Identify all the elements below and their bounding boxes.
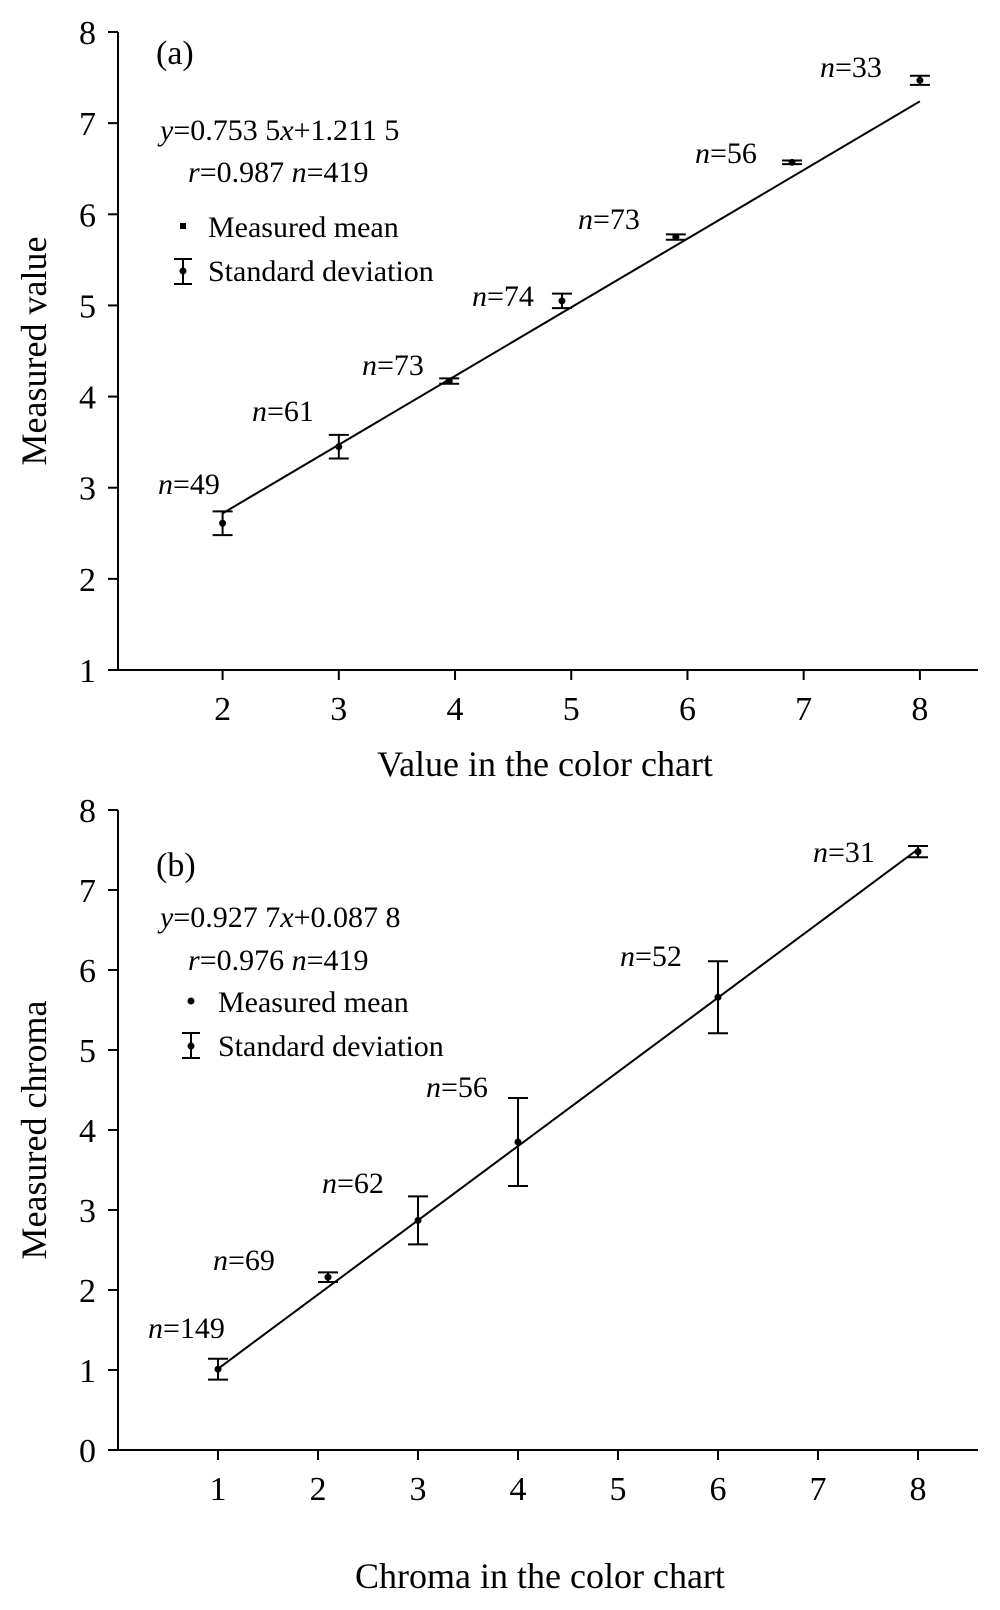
sample-size-label: n=74 bbox=[472, 280, 534, 313]
y-tick-label: 6 bbox=[79, 197, 96, 234]
panel-label: (a) bbox=[156, 35, 194, 72]
legend-sd-dot bbox=[187, 1042, 195, 1050]
y-axis-label: Measured chroma bbox=[14, 1001, 54, 1260]
data-point bbox=[558, 297, 566, 305]
x-axis-ticks: 2 3 4 5 6 7 8 bbox=[214, 670, 928, 728]
data-point bbox=[219, 519, 227, 527]
x-tick-label: 4 bbox=[447, 691, 464, 728]
y-axis-ticks: 0 1 2 3 4 5 6 7 8 bbox=[79, 793, 118, 1470]
sample-size-label: n=56 bbox=[426, 1071, 488, 1104]
data-point bbox=[788, 158, 796, 166]
data-point bbox=[916, 76, 924, 84]
sample-size-label: n=31 bbox=[813, 836, 875, 869]
legend-mean-marker bbox=[187, 997, 195, 1005]
y-tick-label: 0 bbox=[79, 1433, 96, 1470]
y-tick-label: 7 bbox=[79, 106, 96, 143]
correlation-stats: r=0.976 n=419 bbox=[188, 944, 369, 977]
chart-panel-b: 1 2 3 4 5 6 7 8 0 1 2 3 4 5 6 7 8 n=149 n=69 n=62 n=56 n=52… bbox=[14, 793, 978, 1596]
sample-size-label: n=56 bbox=[695, 137, 757, 170]
data-point bbox=[714, 993, 722, 1001]
y-tick-label: 4 bbox=[79, 380, 96, 417]
x-axis-ticks: 1 2 3 4 5 6 7 8 bbox=[210, 1450, 927, 1508]
x-tick-label: 5 bbox=[563, 691, 580, 728]
y-tick-label: 4 bbox=[79, 1113, 96, 1150]
legend-mean-label: Measured mean bbox=[218, 986, 409, 1019]
legend-sd-label: Standard deviation bbox=[208, 255, 434, 288]
y-tick-label: 2 bbox=[79, 1273, 96, 1310]
legend-mean-marker bbox=[180, 223, 186, 229]
legend: Measured mean Standard deviation bbox=[174, 211, 434, 288]
sample-size-label: n=62 bbox=[322, 1167, 384, 1200]
data-point bbox=[914, 848, 922, 856]
legend-mean-label: Measured mean bbox=[208, 211, 399, 244]
sample-size-label: n=73 bbox=[362, 349, 424, 382]
x-tick-label: 1 bbox=[210, 1471, 227, 1508]
data-point bbox=[335, 443, 343, 451]
y-tick-label: 2 bbox=[79, 562, 96, 599]
x-tick-label: 7 bbox=[810, 1471, 827, 1508]
x-axis-label: Value in the color chart bbox=[377, 744, 713, 784]
sample-size-label: n=49 bbox=[158, 468, 220, 501]
x-tick-label: 4 bbox=[510, 1471, 527, 1508]
data-point bbox=[672, 233, 680, 241]
y-axis-ticks: 1 2 3 4 5 6 7 8 bbox=[79, 15, 118, 690]
correlation-stats: r=0.987 n=419 bbox=[188, 156, 369, 189]
y-tick-label: 3 bbox=[79, 1193, 96, 1230]
legend: Measured mean Standard deviation bbox=[182, 986, 444, 1063]
x-tick-label: 8 bbox=[911, 691, 928, 728]
x-tick-label: 6 bbox=[679, 691, 696, 728]
y-tick-label: 8 bbox=[79, 793, 96, 830]
data-point bbox=[214, 1365, 222, 1373]
y-tick-label: 8 bbox=[79, 15, 96, 52]
sample-size-label: n=52 bbox=[620, 940, 682, 973]
x-axis-label: Chroma in the color chart bbox=[355, 1556, 725, 1596]
y-tick-label: 3 bbox=[79, 471, 96, 508]
y-tick-label: 7 bbox=[79, 873, 96, 910]
x-tick-label: 3 bbox=[330, 691, 347, 728]
x-tick-label: 7 bbox=[795, 691, 812, 728]
legend-sd-dot bbox=[179, 267, 187, 275]
x-tick-label: 5 bbox=[610, 1471, 627, 1508]
sample-size-label: n=73 bbox=[578, 203, 640, 236]
panel-label: (b) bbox=[156, 847, 196, 884]
x-tick-label: 6 bbox=[710, 1471, 727, 1508]
legend-sd-label: Standard deviation bbox=[218, 1030, 444, 1063]
y-tick-label: 5 bbox=[79, 1033, 96, 1070]
data-points: n=149 n=69 n=62 n=56 n=52 n=31 bbox=[148, 836, 928, 1381]
data-point bbox=[324, 1273, 332, 1281]
y-axis-label: Measured value bbox=[14, 237, 54, 466]
regression-equation: y=0.927 7x+0.087 8 bbox=[157, 901, 401, 934]
data-point bbox=[514, 1138, 522, 1146]
data-point bbox=[445, 377, 453, 385]
x-tick-label: 2 bbox=[310, 1471, 327, 1508]
data-point bbox=[414, 1216, 422, 1224]
x-tick-label: 2 bbox=[214, 691, 231, 728]
x-tick-label: 3 bbox=[410, 1471, 427, 1508]
sample-size-label: n=69 bbox=[213, 1244, 275, 1277]
chart-panel-a: 2 3 4 5 6 7 8 1 2 3 4 5 6 7 8 n=49 n=61 n=73 n=74 n=73 n=5… bbox=[14, 15, 978, 784]
regression-equation: y=0.753 5x+1.211 5 bbox=[157, 114, 399, 147]
data-points: n=49 n=61 n=73 n=74 n=73 n=56 n=33 bbox=[158, 51, 930, 537]
sample-size-label: n=149 bbox=[148, 1312, 225, 1345]
y-tick-label: 6 bbox=[79, 953, 96, 990]
y-tick-label: 1 bbox=[79, 653, 96, 690]
x-tick-label: 8 bbox=[910, 1471, 927, 1508]
y-tick-label: 5 bbox=[79, 288, 96, 325]
y-tick-label: 1 bbox=[79, 1353, 96, 1390]
sample-size-label: n=61 bbox=[252, 395, 314, 428]
sample-size-label: n=33 bbox=[820, 51, 882, 84]
